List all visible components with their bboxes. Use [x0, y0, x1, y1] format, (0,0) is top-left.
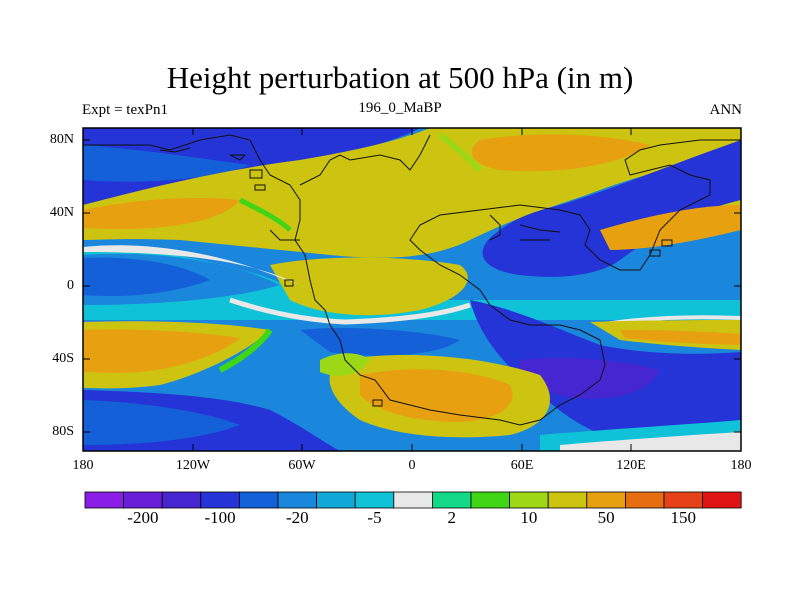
- colorbar-swatch: [470, 491, 510, 509]
- colorbar-label: -100: [204, 508, 236, 527]
- colorbar-swatch: [277, 491, 317, 509]
- y-tick-label: 80S: [52, 424, 74, 439]
- x-tick-label: 60W: [288, 458, 316, 473]
- colorbar-swatch: [625, 491, 665, 509]
- height-field: [83, 128, 741, 451]
- colorbar: [84, 491, 742, 509]
- x-tick-label: 60E: [510, 458, 534, 473]
- x-tick-label: 0: [408, 458, 416, 473]
- colorbar-label: -200: [127, 508, 159, 527]
- y-tick-label: 80N: [49, 132, 74, 147]
- colorbar-label: 10: [520, 508, 538, 527]
- colorbar-swatch: [200, 491, 240, 509]
- colorbar-label: -20: [285, 508, 309, 527]
- case-label: 196_0_MaBP: [358, 100, 442, 116]
- coastline-outlines: [83, 134, 741, 426]
- x-tick-label: 180: [730, 458, 752, 473]
- colorbar-label: 2: [447, 508, 456, 527]
- experiment-label: Expt = texPn1: [82, 102, 168, 118]
- colorbar-swatch: [393, 491, 433, 509]
- colorbar-swatch: [431, 491, 472, 509]
- colorbar-swatch: [547, 491, 588, 509]
- colorbar-swatch: [84, 491, 124, 509]
- colorbar-swatch: [663, 491, 703, 509]
- colorbar-swatch: [509, 491, 549, 509]
- colorbar-swatch: [702, 491, 742, 509]
- axis-ticks: [83, 128, 741, 451]
- y-tick-label: 40N: [49, 205, 74, 220]
- x-tick-label: 120E: [616, 458, 646, 473]
- colorbar-swatch: [123, 491, 163, 509]
- x-tick-label: 180: [72, 458, 94, 473]
- colorbar-label: 150: [670, 508, 697, 527]
- colorbar-swatch: [354, 491, 395, 509]
- colorbar-swatch: [161, 491, 202, 509]
- y-tick-label: 0: [67, 278, 74, 293]
- x-tick-label: 120W: [175, 458, 211, 473]
- colorbar-label: 50: [597, 508, 615, 527]
- y-tick-label: 40S: [52, 351, 74, 366]
- season-label: ANN: [709, 102, 743, 118]
- colorbar-swatch: [316, 491, 356, 509]
- plot-title: Height perturbation at 500 hPa (in m): [166, 60, 634, 95]
- colorbar-swatch: [238, 491, 279, 509]
- colorbar-label: -5: [367, 508, 382, 527]
- equatorial-band: [83, 248, 741, 320]
- colorbar-swatch: [586, 491, 626, 509]
- northeast-low: [482, 140, 741, 277]
